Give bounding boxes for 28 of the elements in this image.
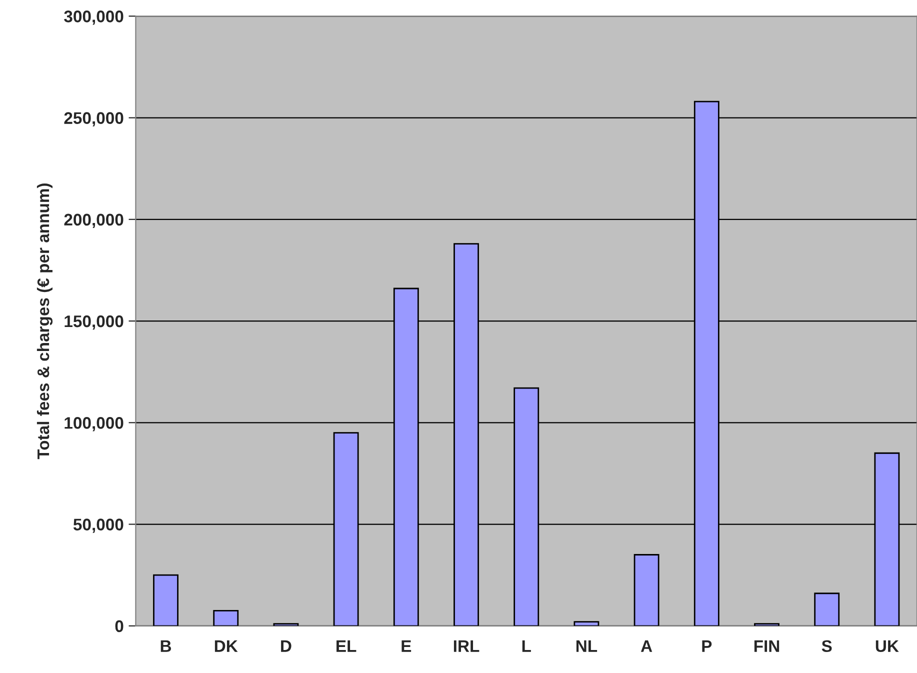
y-tick-label: 250,000 [64,112,124,126]
x-tick-label: UK [876,640,899,652]
y-tick-label: 0 [115,620,124,632]
x-tick-label: L [522,640,531,652]
y-tick-label: 150,000 [64,315,124,330]
bar [213,610,239,626]
x-tick-label: P [702,640,712,652]
x-tick-label: DK [214,640,238,652]
x-tick-label: A [640,640,652,652]
x-tick-label: D [281,640,292,652]
bar [574,621,600,626]
x-tick-label: NL [576,640,598,652]
x-tick-label: EL [336,640,356,652]
x-tick-label: IRL [454,640,480,652]
y-tick-label: 300,000 [64,10,124,25]
bar [754,623,780,626]
y-tick-label: 50,000 [73,518,124,533]
y-axis-title: Total fees & charges (€ per annum) [36,184,53,460]
y-tick-label: 200,000 [64,214,124,228]
bar [634,554,660,626]
bar [814,592,840,626]
x-tick-label: S [822,640,832,652]
bar [153,574,178,626]
x-tick-label: B [160,640,172,652]
x-tick-label: FIN [754,640,780,652]
y-tick-label: 100,000 [64,417,124,432]
x-tick-label: E [402,640,412,652]
bar [273,623,299,626]
